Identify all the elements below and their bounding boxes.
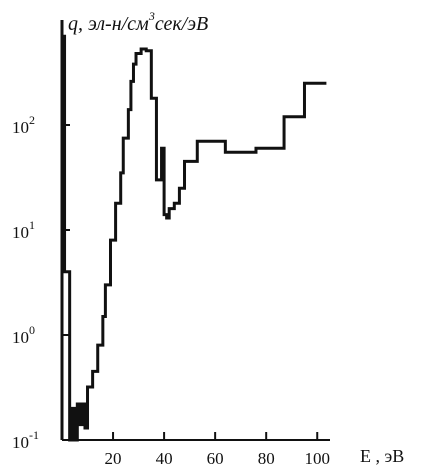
y-tick-exponent: -1 xyxy=(29,428,39,442)
y-axis-title-tail: сек/эВ xyxy=(155,13,208,35)
y-tick-exponent: 2 xyxy=(29,113,35,127)
y-tick-base: 10 xyxy=(12,433,29,452)
y-axis-title-sup: 3 xyxy=(148,9,155,23)
x-tick-label: 100 xyxy=(304,449,330,468)
y-tick-base: 10 xyxy=(12,223,29,242)
x-axis-title: E , эВ xyxy=(360,446,404,466)
ticks-layer xyxy=(62,124,319,441)
y-axis-title-middle: эл-н/см xyxy=(83,13,149,35)
y-tick-exponent: 0 xyxy=(29,323,35,337)
x-tick-label: 20 xyxy=(105,449,122,468)
y-tick-label: 102 xyxy=(12,113,35,137)
y-axis-title: q, эл-н/см3сек/эВ xyxy=(68,9,208,35)
series-line xyxy=(60,34,327,442)
x-tick-label: 80 xyxy=(258,449,275,468)
axes-layer xyxy=(60,20,330,441)
y-tick-label: 100 xyxy=(12,323,35,347)
y-axis-title-q: q, xyxy=(68,13,83,35)
x-tick-label: 40 xyxy=(156,449,173,468)
y-tick-label: 101 xyxy=(12,218,35,242)
series-layer xyxy=(60,34,327,442)
y-tick-base: 10 xyxy=(12,118,29,137)
y-tick-label: 10-1 xyxy=(12,428,39,452)
y-tick-exponent: 1 xyxy=(29,218,35,232)
x-tick-label: 60 xyxy=(207,449,224,468)
y-tick-base: 10 xyxy=(12,328,29,347)
